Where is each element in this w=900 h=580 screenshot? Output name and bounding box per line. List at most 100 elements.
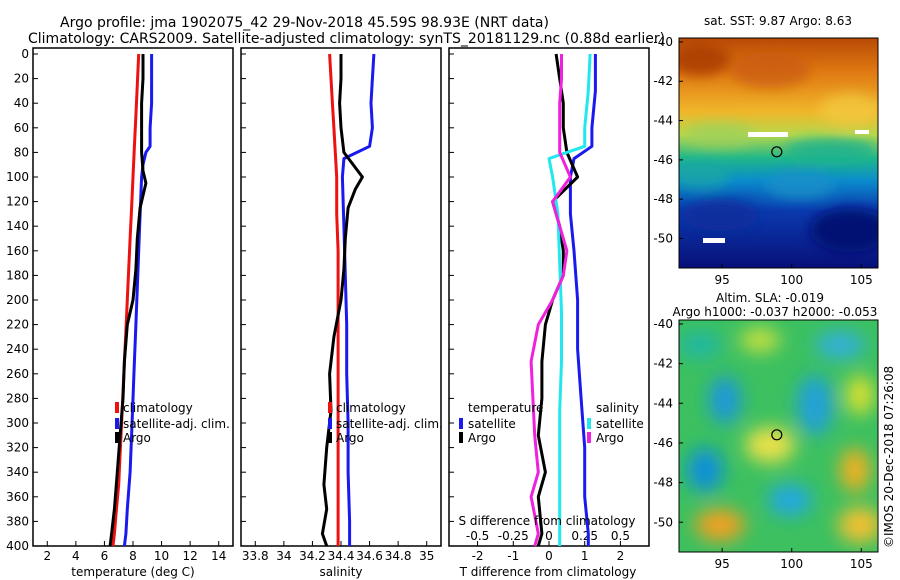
salinity-x-axis: 33.8 34 34.2 34.4 34.6 34.8 35: [242, 541, 434, 563]
sst-map-panel: sat. SST: 9.87 Argo: 8.63 -40-42-44-46-4…: [653, 14, 879, 287]
x-tick-label: 6: [101, 549, 109, 563]
legend-swatch-satellite: [328, 418, 332, 429]
depth-axis: 0 20 40 60 80 100 120 140 160 180 200 220 240 260 280 3…: [6, 47, 38, 553]
series-line-climatology: [328, 53, 340, 546]
map-y-tick-label: -50: [653, 515, 673, 529]
s-difference-label: S difference from climatology: [459, 514, 636, 528]
sla-map-subtitle: Argo h1000: -0.037 h2000: -0.053: [673, 305, 878, 319]
difference-panel: -2 -1 0 1 2 -0.5 -0.25 0 0.25 0.5 T difference fr…: [448, 47, 650, 579]
legend-swatch-climatology: [328, 402, 332, 413]
series-line-t-argo: [536, 53, 580, 547]
sla-map-title: Altim. SLA: -0.019: [716, 291, 824, 305]
x-tick-label: 34.6: [356, 549, 383, 563]
legend-label-satellite: satellite-adj. clim.: [123, 417, 230, 431]
sst-map-ticks: -40 -42 -44 -46 -48 -50 95 100 105: [653, 35, 872, 287]
y-tick-label: 320: [6, 441, 29, 455]
y-tick-label: 260: [6, 367, 29, 381]
legend-label-t-satellite: satellite: [468, 417, 516, 431]
legend-swatch-argo: [328, 432, 332, 443]
y-tick-label: 160: [6, 244, 29, 258]
sla-map-frame: [678, 319, 879, 553]
x-tick-label: 34.4: [328, 549, 355, 563]
sst-missing-data: [748, 132, 788, 137]
series-line-argo: [320, 54, 364, 547]
x-tick-label: 10: [154, 549, 169, 563]
legend-label-climatology: climatology: [123, 401, 193, 415]
map-x-tick-label: 100: [780, 557, 803, 571]
legend-title-temperature: temperature: [468, 401, 543, 415]
sla-map-ticks: -40 -42 -44 -46 -48 -50 95 100 105: [653, 317, 872, 571]
y-tick-label: 360: [6, 490, 29, 504]
legend-swatch-satellite: [115, 418, 119, 429]
map-y-tick-label: -50: [653, 232, 673, 246]
s-tick-label: 0.5: [611, 529, 630, 543]
y-tick-label: 240: [6, 342, 29, 356]
x-tick-label: 2: [617, 549, 625, 563]
difference-xlabel: T difference from climatology: [459, 565, 637, 579]
map-y-tick-label: -40: [653, 317, 673, 331]
sst-map-frame: [678, 37, 879, 269]
map-y-tick-label: -48: [653, 476, 673, 490]
x-tick-label: 4: [72, 549, 80, 563]
x-tick-label: 0: [545, 549, 553, 563]
legend-label-argo: Argo: [123, 431, 151, 445]
y-tick-label: 100: [6, 170, 29, 184]
salinity-depth-ticks: [241, 53, 246, 547]
temperature-panel: 0 20 40 60 80 100 120 140 160 180 200 220 240 260 280 3…: [6, 47, 234, 579]
x-tick-label: 33.8: [242, 549, 269, 563]
argo-location-marker: [771, 429, 783, 441]
legend-label-s-argo: Argo: [596, 431, 624, 445]
series-line-t-satellite: [568, 54, 597, 546]
salinity-legend: climatology satellite-adj. clim. Argo: [328, 401, 443, 445]
series-line-satellite-adj-clim-: [122, 54, 154, 547]
map-y-tick-label: -46: [653, 153, 673, 167]
sst-missing-data: [703, 238, 725, 243]
map-x-tick-label: 105: [850, 273, 873, 287]
temperature-legend: climatology satellite-adj. clim. Argo: [115, 401, 230, 445]
temperature-xlabel: temperature (deg C): [71, 565, 194, 579]
series-line-argo: [108, 54, 148, 547]
legend-label-climatology: climatology: [336, 401, 406, 415]
map-y-tick-label: -40: [653, 35, 673, 49]
difference-x-axis: -2 -1 0 1 2 -0.5 -0.25 0 0.25 0.5: [466, 529, 630, 563]
legend-swatch-argo: [115, 432, 119, 443]
x-tick-label: 34: [276, 549, 291, 563]
y-tick-label: 280: [6, 391, 29, 405]
sst-texture: [679, 44, 878, 252]
series-line-s-satellite: [547, 53, 592, 546]
sst-missing-data: [855, 130, 869, 134]
y-tick-label: 40: [14, 96, 29, 110]
y-tick-label: 200: [6, 293, 29, 307]
title-line-1: Argo profile: jma 1902075_42 29-Nov-2018…: [60, 15, 549, 31]
legend-label-t-argo: Argo: [468, 431, 496, 445]
map-x-tick-label: 95: [714, 557, 729, 571]
difference-series: [529, 53, 597, 547]
y-tick-label: 220: [6, 318, 29, 332]
y-tick-label: 140: [6, 219, 29, 233]
y-tick-label: 0: [21, 47, 29, 61]
y-tick-label: 180: [6, 268, 29, 282]
map-x-tick-label: 105: [850, 557, 873, 571]
legend-swatch-s-satellite: [587, 418, 591, 429]
x-tick-label: -2: [472, 549, 484, 563]
series-line-s-argo: [529, 54, 572, 547]
y-tick-label: 300: [6, 416, 29, 430]
x-tick-label: 8: [129, 549, 137, 563]
y-tick-label: 380: [6, 514, 29, 528]
s-tick-label: 0: [545, 529, 553, 543]
y-tick-label: 340: [6, 465, 29, 479]
legend-label-satellite: satellite-adj. clim.: [336, 417, 443, 431]
s-tick-label: -0.5: [466, 529, 489, 543]
difference-depth-ticks: [449, 53, 454, 547]
difference-legend: temperature satellite Argo salinity sate…: [459, 401, 644, 445]
temperature-x-axis: 2 4 6 8 10 12 14: [43, 541, 226, 563]
legend-swatch-s-argo: [587, 432, 591, 443]
temperature-series: [108, 53, 154, 547]
y-tick-label: 80: [14, 145, 29, 159]
legend-swatch-climatology: [115, 402, 119, 413]
x-tick-label: 35: [419, 549, 434, 563]
x-tick-label: 12: [183, 549, 198, 563]
map-y-tick-label: -42: [653, 357, 673, 371]
x-tick-label: 14: [211, 549, 226, 563]
